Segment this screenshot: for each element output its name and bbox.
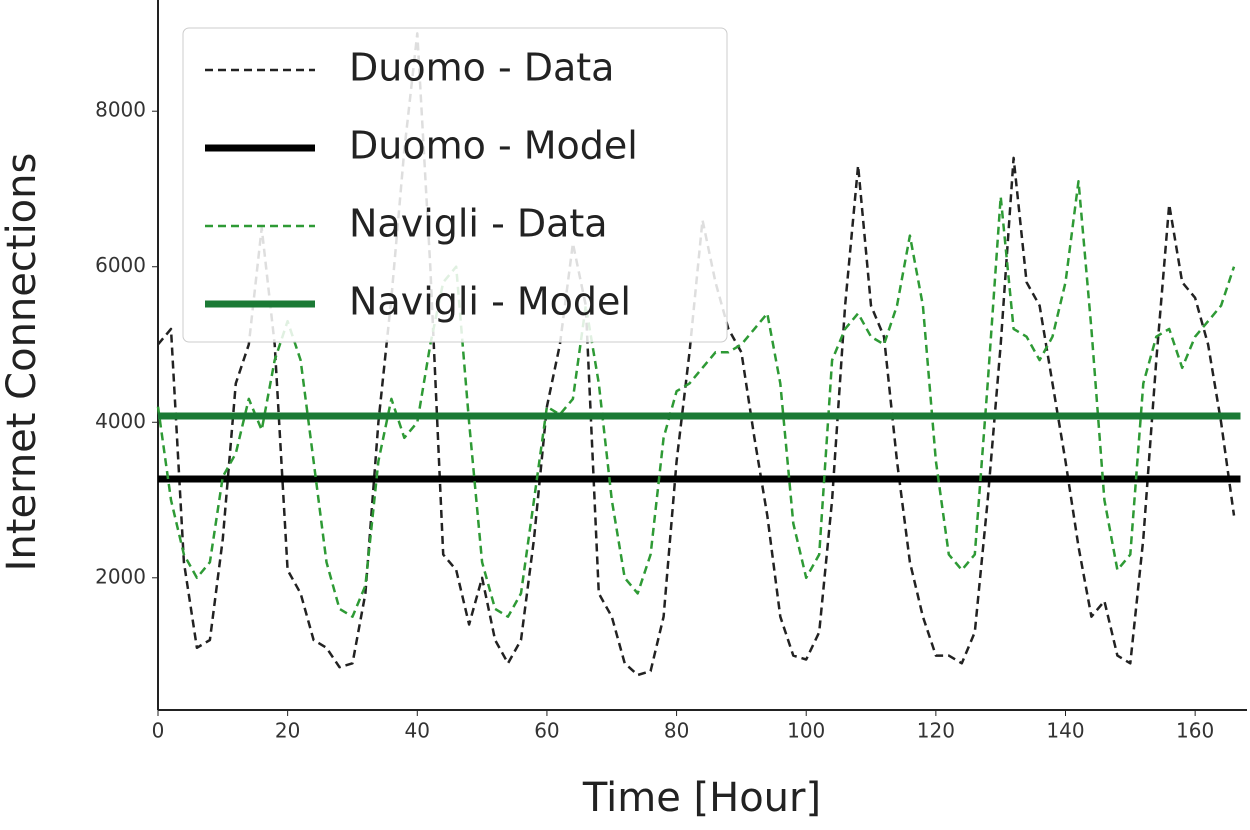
legend-label: Duomo - Model [349,124,638,168]
x-tick-label: 0 [152,719,165,743]
legend-label: Navigli - Data [349,202,608,246]
y-axis-label: Internet Connections [0,153,45,572]
legend-box [182,27,728,343]
series-line [157,32,1236,677]
legend-label: Duomo - Data [349,46,614,90]
series-line [156,179,1236,618]
legend-label: Navigli - Model [349,280,631,324]
y-tick-label: 8000 [95,98,146,122]
x-tick-label: 100 [787,719,825,743]
legend: Duomo - Data Duomo - Model Navigli - Data N… [182,27,728,343]
x-tick-label: 80 [664,719,689,743]
y-tick-label: 4000 [95,409,146,433]
x-tick-label: 160 [1176,719,1214,743]
x-axis-label: Time [Hour] [582,775,821,821]
x-tick-label: 20 [275,719,300,743]
x-tick-label: 40 [405,719,430,743]
y-tick-label: 6000 [95,253,146,277]
x-tick-label: 120 [917,719,955,743]
x-tick-label: 140 [1046,719,1084,743]
y-tick-label: 2000 [95,564,146,588]
x-tick-label: 60 [534,719,559,743]
